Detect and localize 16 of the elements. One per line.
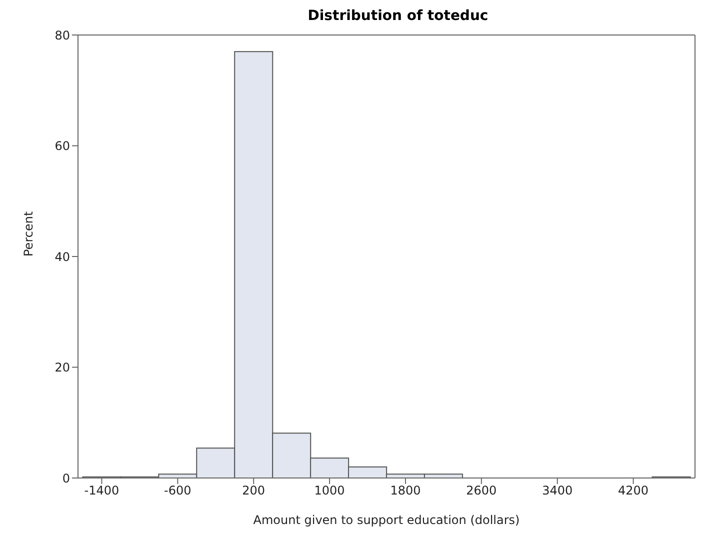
x-tick-label: 4200 [618, 484, 649, 498]
x-tick-label: 1000 [314, 484, 345, 498]
x-tick-label: 3400 [542, 484, 573, 498]
x-axis-title: Amount given to support education (dollars) [253, 513, 520, 527]
x-tick-label: 200 [242, 484, 266, 498]
x-tick-label: -600 [164, 484, 192, 498]
y-tick-label: 80 [54, 28, 70, 42]
y-tick-label: 60 [54, 139, 70, 154]
x-tick-label: -1400 [84, 484, 120, 498]
y-tick-label: 0 [62, 471, 70, 486]
x-tick-label: 1800 [390, 484, 421, 498]
chart-title: Distribution of toteduc [306, 8, 490, 24]
y-axis-title: Percent [21, 211, 36, 256]
y-tick-label: 20 [54, 360, 70, 375]
y-tick-label: 40 [54, 250, 70, 264]
x-tick-label: 2600 [466, 484, 497, 498]
